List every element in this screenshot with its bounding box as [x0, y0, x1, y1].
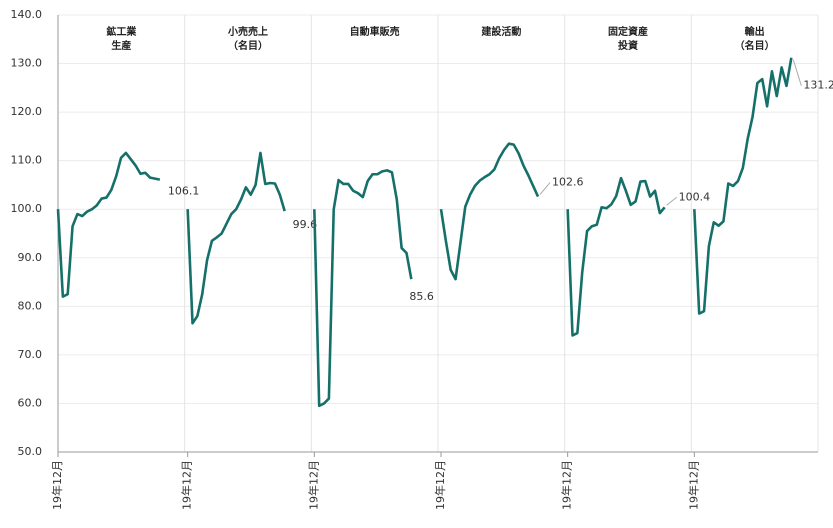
data-label: 106.1: [168, 185, 200, 198]
x-tick-label: 19年12月: [50, 460, 64, 510]
panel-title: （名目）: [735, 39, 775, 52]
panel-title: 投資: [618, 39, 638, 52]
data-label: 99.6: [293, 218, 318, 231]
data-label: 102.6: [552, 176, 584, 189]
line: [313, 169, 413, 408]
panel-title: 鉱工業: [106, 25, 137, 38]
panel-title: （名目）: [228, 39, 268, 52]
panel-title: 小売売上: [227, 25, 268, 38]
panel-title: 生産: [111, 39, 131, 52]
y-tick-label: 140.0: [11, 8, 43, 21]
x-tick-label: 19年12月: [560, 460, 574, 510]
data-label: 85.6: [409, 290, 434, 303]
line: [186, 151, 286, 325]
leader-line: [792, 59, 802, 86]
panel-title: 輸出: [745, 25, 765, 38]
x-tick-label: 19年12月: [433, 460, 447, 510]
leader-line: [539, 182, 551, 195]
line: [56, 151, 161, 298]
x-tick-label: 19年12月: [306, 460, 320, 510]
y-tick-label: 50.0: [18, 445, 43, 458]
panel-title: 自動車販売: [350, 25, 400, 38]
y-tick-label: 100.0: [11, 202, 43, 215]
x-tick-label: 19年12月: [686, 460, 700, 510]
y-tick-label: 60.0: [18, 396, 43, 409]
line: [566, 176, 666, 337]
x-tick-label: 19年12月: [180, 460, 194, 510]
y-tick-label: 120.0: [11, 105, 43, 118]
leader-line: [666, 196, 677, 206]
y-tick-label: 130.0: [11, 57, 43, 70]
data-label: 131.2: [803, 79, 833, 92]
panel-title: 建設活動: [480, 25, 521, 38]
y-tick-label: 110.0: [11, 154, 43, 167]
y-tick-label: 70.0: [18, 348, 43, 361]
panel-title: 固定資産: [608, 25, 648, 38]
line: [439, 142, 540, 281]
line: [693, 57, 793, 315]
y-tick-label: 80.0: [18, 299, 43, 312]
y-tick-label: 90.0: [18, 251, 43, 264]
data-label: 100.4: [679, 190, 711, 203]
